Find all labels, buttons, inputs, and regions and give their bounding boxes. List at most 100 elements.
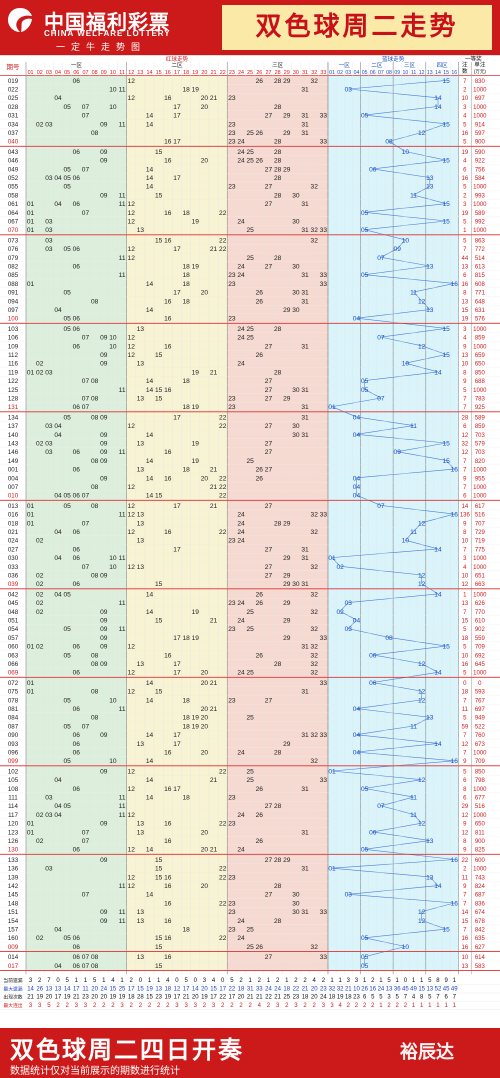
blue-ball: 14 xyxy=(434,883,442,890)
stats-value: 20 xyxy=(201,986,208,992)
period-header: 期号 xyxy=(7,63,21,71)
red-ball: 28 xyxy=(274,149,282,156)
stats-value: 3 xyxy=(29,1003,33,1009)
red-ball: 06 xyxy=(73,343,81,350)
red-ball: 09 xyxy=(100,149,108,156)
red-ball: 06 xyxy=(73,404,81,411)
logo-english-text: CHINA WELFARE LOTTERY xyxy=(44,29,171,38)
stats-value: 1 xyxy=(120,978,124,984)
blue-number-header: 03 xyxy=(345,70,351,76)
period-label: 022 xyxy=(8,86,19,93)
red-ball: 06 xyxy=(73,175,81,182)
red-ball: 33 xyxy=(320,909,328,916)
prize-amount: 719 xyxy=(475,539,486,545)
blue-ball: 06 xyxy=(369,680,377,687)
red-ball: 08 xyxy=(91,414,99,421)
red-ball: 25 xyxy=(247,777,255,784)
red-ball: 29 xyxy=(283,130,291,137)
red-ball: 02 xyxy=(36,121,44,128)
stats-value: 1 xyxy=(420,978,424,984)
red-ball: 15 xyxy=(155,395,163,402)
red-ball: 02 xyxy=(36,644,44,651)
red-ball: 27 xyxy=(265,892,273,899)
blue-number-header: 08 xyxy=(386,70,392,76)
stats-value: 45 xyxy=(443,986,450,992)
red-ball: 12 xyxy=(128,78,136,85)
period-label: 140 xyxy=(8,432,19,439)
red-number-header: 25 xyxy=(247,70,253,76)
red-ball: 22 xyxy=(219,874,227,881)
red-ball: 05 xyxy=(64,935,72,942)
red-ball: 18 xyxy=(182,467,190,474)
stats-value: 2 xyxy=(56,1003,60,1009)
period-label: 111 xyxy=(8,794,18,801)
red-number-header: 26 xyxy=(256,70,262,76)
blue-ball: 09 xyxy=(394,246,402,253)
red-ball: 17 xyxy=(173,635,181,642)
red-ball: 21 xyxy=(210,847,218,854)
watermark: 裕辰达 xyxy=(400,1042,454,1063)
red-ball: 15 xyxy=(155,944,163,951)
prize-amount: 516 xyxy=(475,804,486,810)
prize-count: 136 xyxy=(460,513,471,519)
red-ball: 02 xyxy=(36,440,44,447)
red-ball: 16 xyxy=(164,210,172,217)
stats-value: 1 xyxy=(363,978,367,984)
stats-value: 5 xyxy=(184,978,188,984)
red-ball: 22 xyxy=(219,475,227,482)
period-label: 091 xyxy=(8,290,19,297)
red-ball: 13 xyxy=(137,326,145,333)
red-ball: 18 xyxy=(182,723,190,730)
blue-ball: 05 xyxy=(361,113,369,120)
prize-amount: 1000 xyxy=(473,228,487,234)
red-ball: 24 xyxy=(237,935,245,942)
period-label: 079 xyxy=(8,255,19,262)
blue-ball: 01 xyxy=(328,768,336,775)
stats-value: 5 xyxy=(428,978,432,984)
red-number-header: 30 xyxy=(293,70,299,76)
red-ball: 19 xyxy=(192,635,200,642)
period-label: 122 xyxy=(8,378,19,385)
prize-count: 13 xyxy=(462,601,469,607)
blue-ball: 02 xyxy=(337,564,345,571)
red-ball: 22 xyxy=(219,529,227,536)
red-ball: 10 xyxy=(109,104,117,111)
red-ball: 07 xyxy=(82,104,90,111)
prize-count: 7 xyxy=(463,733,467,739)
prize-count: 6 xyxy=(463,167,467,173)
blue-number-header: 01 xyxy=(329,70,335,76)
stats-value: 24 xyxy=(274,986,281,992)
prize-amount: 770 xyxy=(475,610,486,616)
red-ball: 29 xyxy=(283,741,291,748)
prize-amount: 756 xyxy=(475,167,486,173)
red-ball: 22 xyxy=(219,237,227,244)
stats-value: 25 xyxy=(119,986,126,992)
red-ball: 05 xyxy=(64,803,72,810)
prize-count-header: 注 xyxy=(462,61,468,69)
red-ball: 28 xyxy=(274,158,282,165)
blue-ball: 01 xyxy=(328,555,336,562)
red-ball: 03 xyxy=(45,121,53,128)
prize-count: 8 xyxy=(463,839,467,845)
period-label: 096 xyxy=(8,749,19,756)
stats-value: 15 xyxy=(418,986,425,992)
red-ball: 31 xyxy=(301,432,309,439)
red-ball: 32 xyxy=(311,644,319,651)
stats-value: 2 xyxy=(38,978,42,984)
red-ball: 12 xyxy=(128,201,136,208)
red-ball: 06 xyxy=(73,732,81,739)
red-ball: 25 xyxy=(247,227,255,234)
prize-count: 22 xyxy=(462,858,469,864)
red-ball: 32 xyxy=(311,78,319,85)
period-label: 157 xyxy=(8,926,19,933)
red-ball: 06 xyxy=(73,326,81,333)
blue-ball: 12 xyxy=(418,581,426,588)
red-ball: 16 xyxy=(164,158,172,165)
stats-value: 4 xyxy=(166,978,170,984)
chart-background xyxy=(0,55,500,1010)
red-ball: 04 xyxy=(54,591,62,598)
red-ball: 07 xyxy=(82,493,90,500)
red-ball: 15 xyxy=(155,237,163,244)
blue-ball: 13 xyxy=(426,838,434,845)
red-ball: 08 xyxy=(91,395,99,402)
